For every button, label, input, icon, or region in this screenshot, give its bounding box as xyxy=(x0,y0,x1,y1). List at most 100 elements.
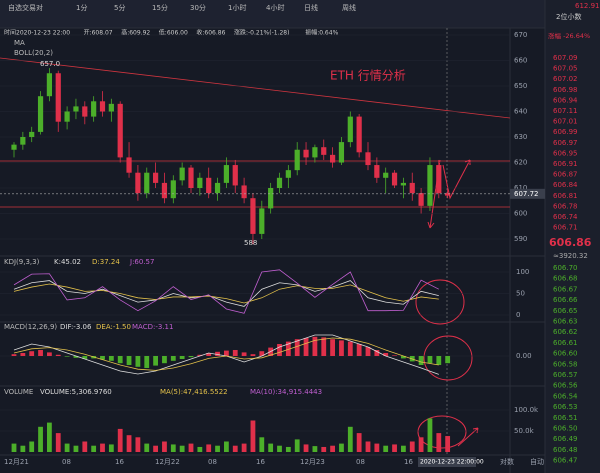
volume-bar xyxy=(321,446,327,452)
tab[interactable]: 周线 xyxy=(342,3,356,12)
ask-price: 606.87 xyxy=(553,171,578,179)
tab[interactable]: 日线 xyxy=(304,3,318,12)
volume-label: MA(10):34,915.4443 xyxy=(250,388,322,396)
change: 涨幅 -26.64% xyxy=(548,31,590,40)
last-price-tag xyxy=(510,188,545,199)
x-label: 12月22 xyxy=(155,458,180,466)
x-label: 08 xyxy=(208,458,217,466)
decimals: 2位小数 xyxy=(556,12,581,21)
macd-bar xyxy=(55,354,61,356)
macd-bar xyxy=(206,353,212,356)
macd-bar xyxy=(401,356,406,359)
tab[interactable]: 自选交易对 xyxy=(8,3,43,12)
ask-price: 606.95 xyxy=(553,149,578,157)
j-line xyxy=(13,269,439,314)
macd-bar xyxy=(162,356,167,364)
macd-bar xyxy=(117,356,123,364)
ask-price: 606.74 xyxy=(553,213,578,221)
macd-bar xyxy=(259,351,265,356)
volume-bar xyxy=(347,426,353,452)
macd-bar xyxy=(20,353,26,356)
candle-body xyxy=(285,170,291,178)
ask-price: 607.02 xyxy=(553,75,578,83)
indicator: MA xyxy=(14,39,25,47)
macd-bar xyxy=(188,356,194,358)
y-tick-label: 50.0k xyxy=(514,427,535,435)
tab[interactable]: 4小时 xyxy=(266,3,284,12)
candle-body xyxy=(276,177,283,188)
volume-label: MA(5):47,416.5522 xyxy=(160,388,228,396)
candle-body xyxy=(436,165,442,194)
y-tick-label: 630 xyxy=(514,133,527,141)
volume-bar xyxy=(162,441,167,452)
y-tick-label: 600 xyxy=(514,210,527,218)
tab[interactable]: 5分 xyxy=(114,3,125,12)
candle-body xyxy=(347,116,353,143)
bid-price: 606.47 xyxy=(553,457,578,465)
bid-price: 606.65 xyxy=(553,307,578,315)
macd-bar xyxy=(100,356,105,360)
volume-bar xyxy=(73,445,79,452)
macd-bar xyxy=(126,356,132,365)
bid-price: 606.60 xyxy=(553,350,578,358)
ask-price: 606.98 xyxy=(553,86,578,94)
macd-bar xyxy=(330,339,335,356)
circle xyxy=(417,415,467,449)
last-price: 607.72 xyxy=(514,190,539,198)
tab[interactable]: 1小时 xyxy=(228,3,246,12)
macd-bar xyxy=(374,350,380,356)
volume-bar xyxy=(409,441,415,452)
volume-bar xyxy=(20,445,26,452)
macd-bar xyxy=(294,339,300,356)
y-tick-label: 100.0k xyxy=(514,406,539,414)
volume-bar xyxy=(179,445,185,452)
candle-body xyxy=(356,116,362,153)
candle-body xyxy=(91,101,97,117)
candle-body xyxy=(153,172,159,183)
candle-body xyxy=(144,172,150,194)
cursor-tag xyxy=(418,457,476,467)
volume-bar xyxy=(215,445,220,452)
tab[interactable]: 15分 xyxy=(152,3,168,12)
candle-body xyxy=(259,208,265,234)
ask-price: 606.81 xyxy=(553,192,578,200)
macd-bar xyxy=(241,352,247,356)
macd-bar xyxy=(224,350,229,356)
bid-price: 606.57 xyxy=(553,371,578,379)
trend-line xyxy=(0,57,511,119)
candle-body xyxy=(170,180,176,199)
macd-bar xyxy=(418,356,424,365)
top-price: 612.91 xyxy=(575,2,600,10)
macd-label: MACD(12,26,9) xyxy=(4,323,57,331)
macd-bar xyxy=(82,356,88,359)
tab[interactable]: 1分 xyxy=(76,3,87,12)
candle-body xyxy=(268,188,274,209)
candle-body xyxy=(108,103,114,112)
macd-bar xyxy=(312,336,318,356)
y-tick-label: 640 xyxy=(514,108,527,116)
volume-bar xyxy=(144,443,150,452)
x-label[interactable]: 自动 xyxy=(530,457,544,466)
tab[interactable]: 30分 xyxy=(190,3,206,12)
y-tick-label: 590 xyxy=(514,235,527,243)
candle-body xyxy=(126,157,132,173)
high-label: 657.0 xyxy=(40,60,60,68)
macd-bar xyxy=(215,351,220,356)
candle-body xyxy=(330,154,336,163)
bid-price: 606.56 xyxy=(553,382,578,390)
macd-bar xyxy=(73,356,79,358)
macd-bar xyxy=(339,340,344,356)
bid-price: 606.62 xyxy=(553,328,578,336)
y-tick-label: 660 xyxy=(514,57,527,65)
info: 高:609.92 xyxy=(121,29,150,37)
x-label: 16 xyxy=(404,458,413,466)
macd-bar xyxy=(64,356,70,357)
x-label[interactable]: 对数 xyxy=(500,457,514,466)
bid-price: 606.68 xyxy=(553,275,578,283)
candle-body xyxy=(55,73,61,122)
volume-bar xyxy=(64,443,70,452)
macd-bar xyxy=(445,356,451,364)
indicator: BOLL(20,2) xyxy=(14,49,53,57)
volume-bar xyxy=(11,443,17,452)
